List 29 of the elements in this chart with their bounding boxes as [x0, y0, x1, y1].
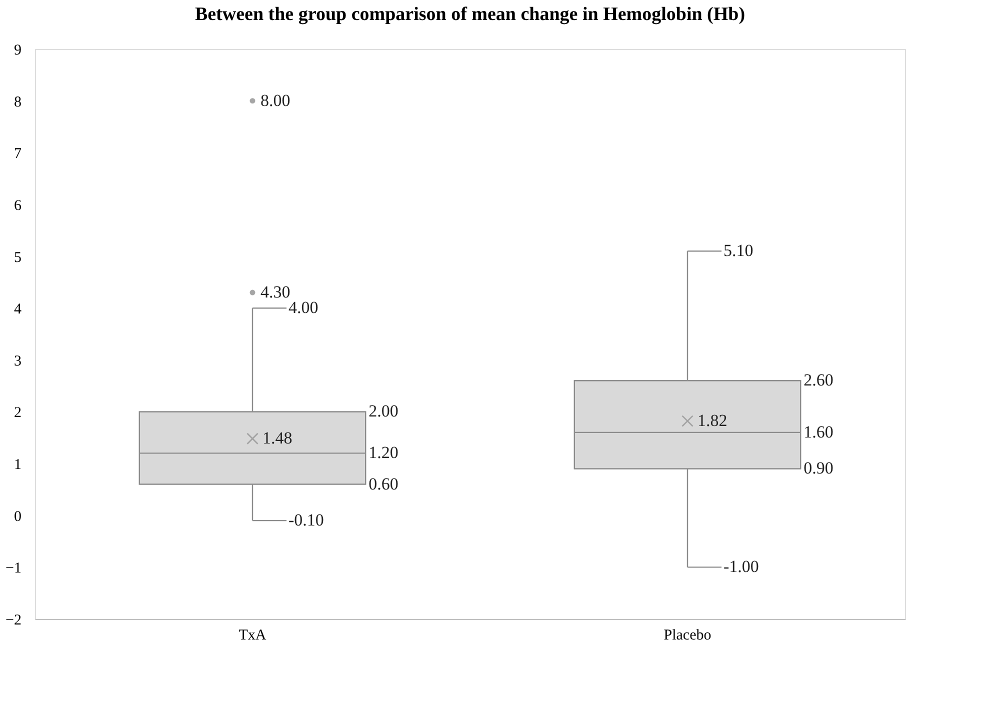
y-tick-label: 3 — [14, 353, 22, 370]
y-tick-label: −2 — [6, 612, 22, 628]
y-tick-label: 1 — [14, 457, 22, 474]
y-tick-label: 2 — [14, 405, 22, 422]
y-tick-label: 6 — [14, 198, 22, 214]
y-tick-label: 5 — [14, 250, 22, 266]
annotation: 2.60 — [804, 370, 834, 390]
annotation: 1.82 — [698, 411, 728, 430]
annotation: -0.10 — [288, 510, 324, 530]
annotation: 8.00 — [260, 90, 290, 110]
annotation: -1.00 — [724, 557, 759, 576]
y-tick-label: 7 — [14, 146, 22, 162]
annotation: 4.30 — [260, 282, 290, 302]
y-tick-label: 9 — [14, 42, 22, 58]
x-tick-label: TxA — [238, 628, 266, 644]
y-tick-label: 0 — [14, 508, 22, 525]
annotation: 1.60 — [804, 422, 834, 442]
annotation: 0.90 — [804, 458, 834, 478]
annotation: 5.10 — [724, 241, 754, 260]
y-tick-label: 4 — [14, 302, 22, 318]
annotation: 1.48 — [262, 428, 292, 448]
y-tick-label: −1 — [6, 560, 22, 577]
chart-title: Between the group comparison of mean change in Hemoglobin (Hb) — [194, 4, 746, 25]
annotation: 4.00 — [288, 298, 318, 318]
annotation: 2.00 — [368, 402, 398, 421]
annotation: 0.60 — [368, 474, 398, 494]
y-tick-label: 8 — [14, 94, 22, 110]
annotation: 1.20 — [368, 443, 398, 462]
x-tick-label: Placebo — [664, 628, 712, 644]
